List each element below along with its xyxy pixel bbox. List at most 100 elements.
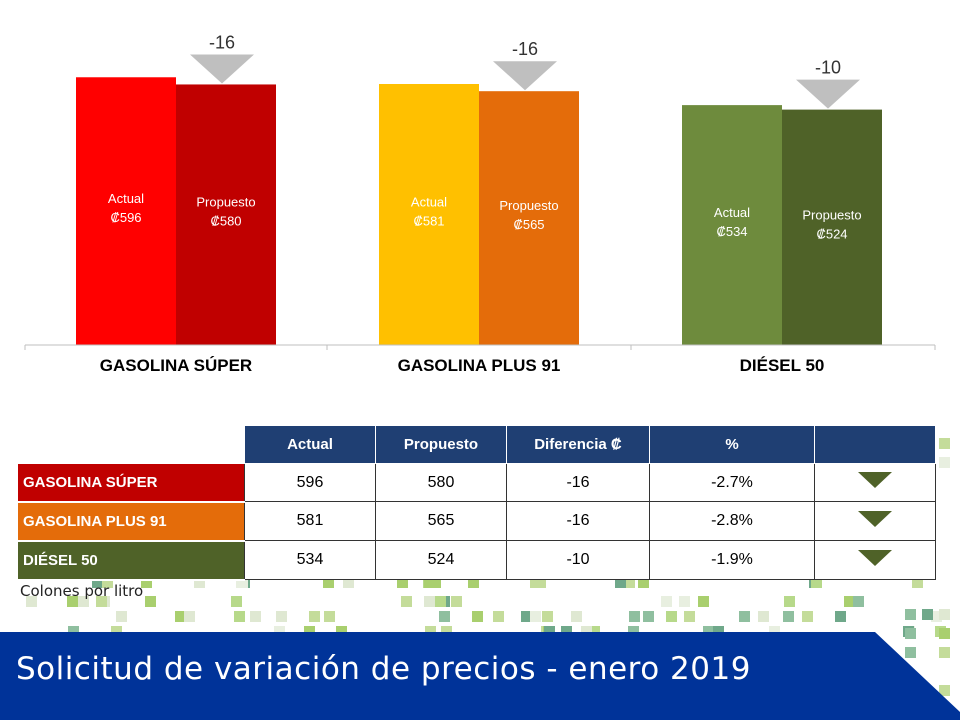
mosaic-square [424,596,435,607]
mosaic-square [802,611,813,622]
mosaic-square [324,611,335,622]
cell-diferencia: -16 [506,463,650,502]
mosaic-square [844,596,855,607]
footer-title: Solicitud de variación de precios - ener… [16,651,751,687]
difference-label: -16 [512,39,538,59]
header-actual: Actual [244,425,376,464]
header-trend [814,425,936,464]
mosaic-square [684,611,695,622]
bar-value-propuesto: ₡580 [210,214,241,229]
mosaic-square [643,611,654,622]
cell-actual: 534 [244,540,376,580]
mosaic-square [175,611,186,622]
mosaic-square [571,611,582,622]
mosaic-square [661,596,672,607]
cell-trend [814,540,936,580]
bar-value-actual: ₡596 [110,210,141,225]
bar-actual [76,77,176,345]
bar-propuesto [176,84,276,345]
mosaic-square [276,611,287,622]
bar-value-propuesto: ₡565 [513,217,544,232]
price-bar-chart: Actual ₡596 Propuesto ₡580 -16 Actual ₡581 Prop… [24,32,936,375]
bar-label-actual: Actual [108,191,144,206]
row-label: GASOLINA PLUS 91 [18,501,245,542]
mosaic-square [401,596,412,607]
cell-actual: 596 [244,463,376,502]
bar-actual [379,84,479,345]
cell-diferencia: -16 [506,501,650,541]
bar-label-propuesto: Propuesto [802,207,861,222]
mosaic-square [425,596,436,607]
bar-value-actual: ₡581 [413,214,444,229]
cell-actual: 581 [244,501,376,541]
table-row: GASOLINA SÚPER 596 580 -16 -2.7% [18,463,936,503]
bar-propuesto [479,91,579,345]
row-label: GASOLINA SÚPER [18,463,245,503]
mosaic-square [542,611,553,622]
mosaic-square [521,611,532,622]
difference-arrow-icon [493,61,557,91]
cell-propuesto: 580 [375,463,507,502]
mosaic-square [784,596,795,607]
mosaic-square [698,596,709,607]
mosaic-square [439,596,450,607]
category-label: DIÉSEL 50 [740,356,825,375]
mosaic-square [309,611,320,622]
down-triangle-icon [858,472,892,488]
difference-label: -16 [209,32,235,52]
mosaic-square [853,596,864,607]
bar-value-propuesto: ₡524 [816,226,847,241]
difference-arrow-icon [796,79,860,109]
mosaic-square [939,457,950,468]
category-label: GASOLINA SÚPER [100,356,252,375]
mosaic-square [231,596,242,607]
cell-propuesto: 524 [375,540,507,580]
mosaic-square [835,611,846,622]
mosaic-square [250,611,261,622]
table-row: GASOLINA PLUS 91 581 565 -16 -2.8% [18,501,936,542]
difference-label: -10 [815,58,841,78]
mosaic-square [739,611,750,622]
mosaic-square [184,611,195,622]
down-triangle-icon [858,510,892,527]
header-propuesto: Propuesto [375,425,507,464]
mosaic-square [234,611,245,622]
bar-propuesto [782,109,882,345]
mosaic-square [758,611,769,622]
units-note: Colones por litro [20,582,144,600]
header-diferencia: Diferencia ₡ [506,425,650,464]
cell-trend [814,501,936,541]
cell-propuesto: 565 [375,501,507,541]
mosaic-square [530,611,541,622]
category-label: GASOLINA PLUS 91 [398,356,561,375]
mosaic-square [145,596,156,607]
mosaic-square [905,609,916,620]
row-label: DIÉSEL 50 [18,540,245,581]
mosaic-square [783,611,794,622]
mosaic-square [931,611,942,622]
cell-percent: -1.9% [649,540,815,580]
mosaic-square [939,609,950,620]
mosaic-square [493,611,504,622]
bar-actual [682,105,782,345]
mosaic-square [922,609,933,620]
cell-percent: -2.8% [649,501,815,541]
bar-label-propuesto: Propuesto [196,195,255,210]
difference-arrow-icon [190,54,254,84]
bar-label-actual: Actual [714,205,750,220]
mosaic-square [116,611,127,622]
price-table: Actual Propuesto Diferencia ₡ % GASOLINA… [18,425,936,581]
table-header-row: Actual Propuesto Diferencia ₡ % [18,425,936,464]
bar-label-actual: Actual [411,195,447,210]
down-triangle-icon [858,549,892,566]
header-percent: % [649,425,815,464]
cell-diferencia: -10 [506,540,650,580]
mosaic-square [439,611,450,622]
mosaic-square [629,611,640,622]
mosaic-square [835,611,846,622]
footer-banner [0,632,960,720]
mosaic-square [451,596,462,607]
mosaic-square [666,611,677,622]
mosaic-square [435,596,446,607]
table-corner [18,426,245,464]
